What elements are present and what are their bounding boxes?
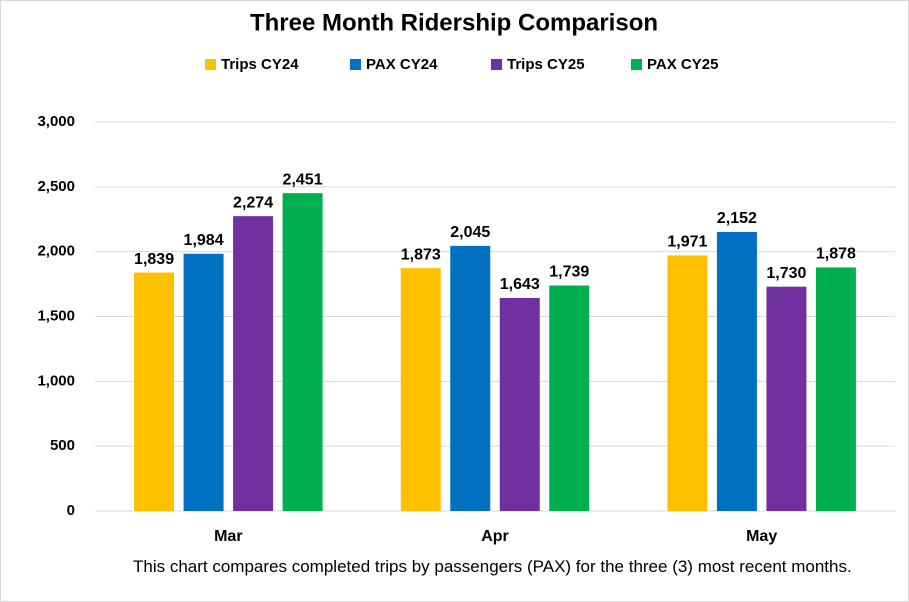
y-tick-label: 1,000: [37, 372, 75, 389]
y-tick-label: 2,500: [37, 178, 75, 195]
caption: This chart compares completed trips by p…: [133, 557, 852, 576]
value-label: 1,984: [184, 232, 224, 249]
legend-swatch: [631, 59, 642, 70]
legend-swatch: [205, 59, 216, 70]
bar: [766, 286, 807, 511]
value-label: 1,971: [667, 234, 707, 251]
bar: [667, 255, 708, 511]
bar: [233, 216, 274, 511]
x-tick-label: Apr: [481, 528, 509, 545]
chart-title: Three Month Ridership Comparison: [250, 9, 658, 36]
y-tick-label: 2,000: [37, 243, 75, 260]
value-label: 2,045: [450, 224, 490, 241]
value-label: 1,739: [549, 264, 589, 281]
y-tick-label: 1,500: [37, 307, 75, 324]
value-label: 1,643: [500, 276, 540, 293]
x-tick-label: May: [746, 528, 777, 545]
value-label: 1,730: [766, 265, 806, 282]
bar: [450, 245, 491, 511]
value-label: 1,873: [401, 246, 441, 263]
y-tick-label: 3,000: [37, 113, 75, 130]
value-label: 1,878: [816, 246, 856, 263]
legend-label: Trips CY25: [507, 56, 585, 73]
value-label: 1,839: [134, 251, 174, 268]
legend-swatch: [350, 59, 361, 70]
bar: [134, 272, 175, 511]
legend-label: PAX CY24: [366, 56, 438, 73]
bar: [400, 268, 441, 511]
value-label: 2,152: [717, 210, 757, 227]
bar: [716, 231, 757, 511]
bar: [499, 297, 540, 511]
y-tick-label: 0: [67, 502, 75, 519]
value-label: 2,274: [233, 194, 273, 211]
bar: [183, 253, 224, 511]
y-tick-label: 500: [50, 437, 75, 454]
legend-swatch: [491, 59, 502, 70]
bar: [815, 267, 856, 511]
x-tick-label: Mar: [214, 528, 242, 545]
bar: [282, 193, 323, 511]
legend-label: PAX CY25: [647, 56, 718, 73]
bar: [549, 285, 590, 511]
value-label: 2,451: [283, 171, 323, 188]
legend-label: Trips CY24: [221, 56, 299, 73]
